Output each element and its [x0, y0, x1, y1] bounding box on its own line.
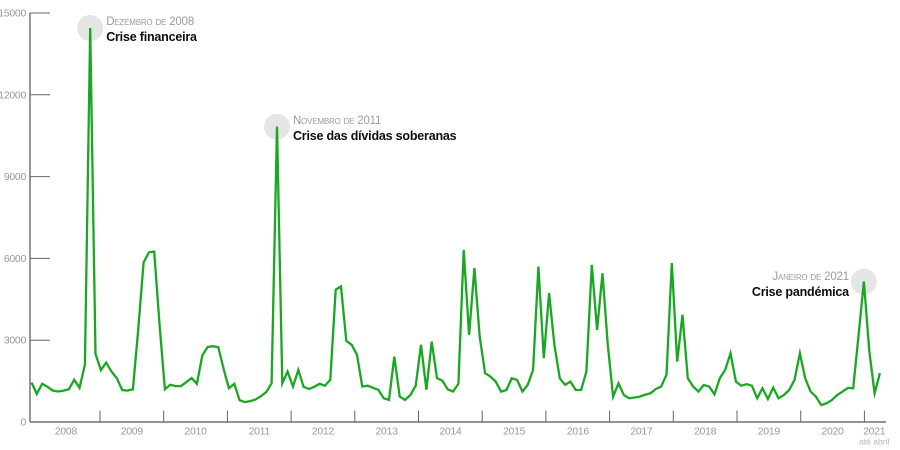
x-year-label: 2010 [184, 426, 207, 438]
x-year-label: 2008 [55, 426, 78, 438]
x-year-label: 2012 [312, 426, 335, 438]
x-year-label: 2013 [376, 426, 399, 438]
x-axis-note: até abril [859, 437, 889, 447]
y-tick-label: 9000 [4, 171, 27, 183]
y-tick-label: 15000 [0, 8, 26, 20]
y-tick-label: 0 [20, 417, 26, 429]
annotation-date: Dezembro de 2008 [106, 15, 194, 28]
annotation: Janeiro de 2021 Crise pandémica [752, 271, 849, 301]
annotation: Dezembro de 2008 Crise financeira [106, 16, 197, 46]
annotation-title: Crise das dívidas soberanas [292, 128, 457, 143]
annotation-title: Crise financeira [106, 29, 197, 44]
x-year-label: 2009 [121, 426, 144, 438]
x-year-label: 2017 [630, 426, 653, 438]
y-tick-label: 12000 [0, 89, 26, 101]
x-year-label: 2019 [758, 426, 781, 438]
y-tick-label: 6000 [4, 253, 27, 265]
annotation: Novembro de 2011 Crise das dívidas sobera… [292, 114, 457, 145]
x-year-label: 2020 [821, 426, 844, 438]
annotation-date: Janeiro de 2021 [772, 271, 849, 284]
x-year-label: 2021 [863, 426, 886, 438]
x-year-label: 2018 [694, 426, 717, 438]
x-year-label: 2014 [439, 426, 462, 438]
annotation-date: Novembro de 2011 [292, 114, 382, 127]
y-tick-label: 3000 [4, 335, 27, 347]
x-year-label: 2011 [249, 426, 271, 438]
annotation-title: Crise pandémica [751, 285, 849, 300]
x-year-label: 2015 [503, 426, 526, 438]
x-year-label: 2016 [567, 426, 590, 438]
chart-line [30, 27, 882, 407]
